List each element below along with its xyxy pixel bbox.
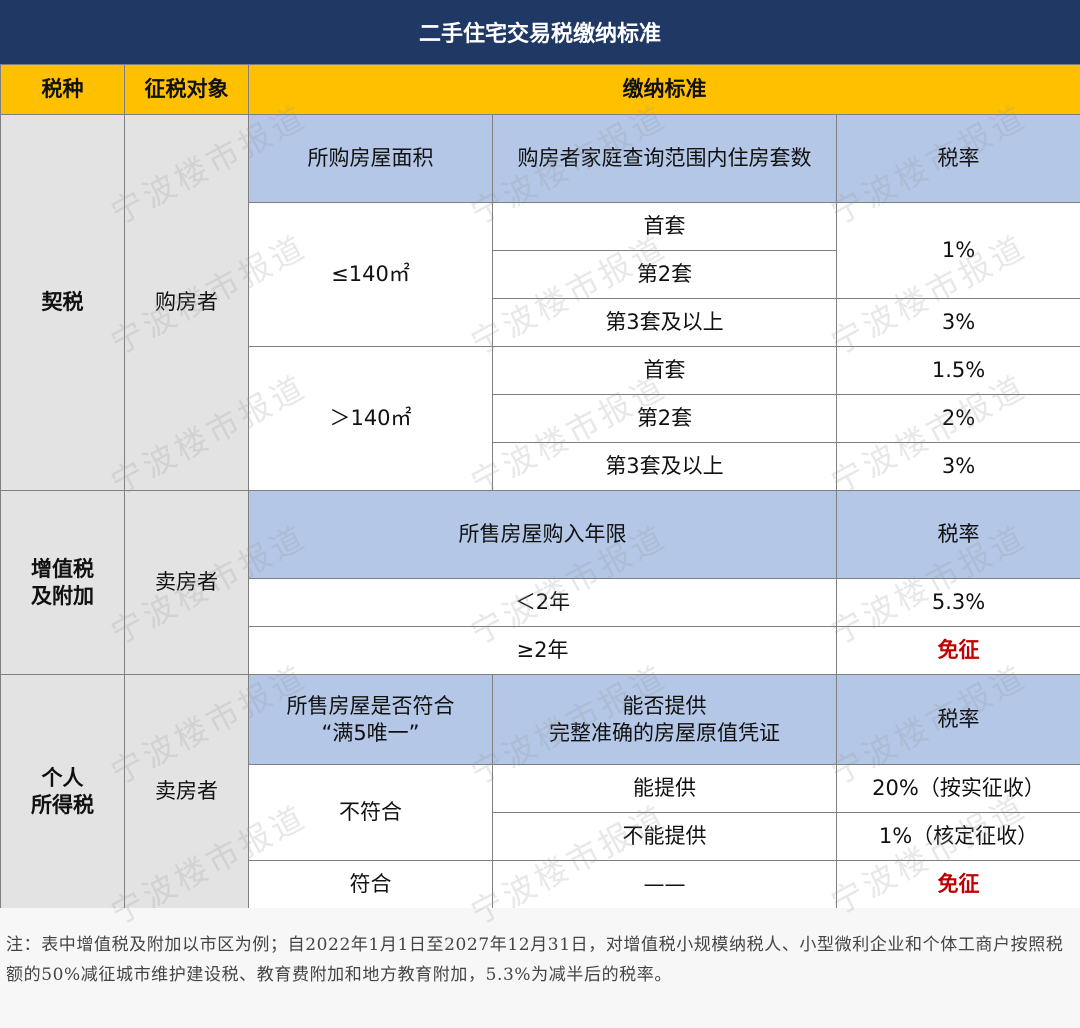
header-target: 征税对象 — [124, 64, 249, 115]
rate-cell: 1% — [835, 202, 1080, 299]
tax-table: 税种 征税对象 缴纳标准 契税 购房者 所购房屋面积 购房者家庭查询范围内住房套… — [0, 64, 1080, 909]
rate-cell: 3% — [835, 298, 1080, 347]
can-provide: 能提供 — [492, 764, 837, 813]
rate-cell: 2% — [835, 394, 1080, 443]
deed-tax-target: 购房者 — [124, 114, 249, 491]
income-tax-name: 个人 所得税 — [0, 674, 125, 909]
income-tax-target: 卖房者 — [124, 674, 249, 909]
table-row: ＞140㎡ 首套 1.5% — [1, 346, 1080, 491]
col-condition-line1: 所售房屋是否符合 — [286, 694, 455, 719]
col-condition-line2: “满5唯一” — [321, 720, 420, 745]
table-row: ≤140㎡ 首套 1% — [1, 202, 1080, 347]
years-under-2: ＜2年 — [248, 578, 837, 627]
col-condition: 所售房屋是否符合 “满5唯一” — [248, 674, 493, 765]
rate-cell: 20%（按实征收） — [835, 764, 1080, 813]
not-qualified: 不符合 — [248, 764, 493, 861]
years-2-plus: ≥2年 — [248, 626, 837, 675]
count-second: 第2套 — [492, 394, 837, 443]
exempt-label: 免征 — [835, 860, 1080, 909]
rate-cell: 3% — [835, 442, 1080, 491]
deed-tax-name: 契税 — [0, 114, 125, 491]
income-tax-line1: 个人 — [41, 766, 84, 791]
income-tax-line2: 所得税 — [31, 792, 94, 817]
col-house-count: 购房者家庭查询范围内住房套数 — [492, 114, 837, 203]
col-area: 所购房屋面积 — [248, 114, 493, 203]
col-rate: 税率 — [835, 490, 1080, 579]
table-row: ≥2年 免征 — [1, 626, 1080, 675]
count-third: 第3套及以上 — [492, 298, 837, 347]
area-small: ≤140㎡ — [248, 202, 493, 347]
col-proof: 能否提供 完整准确的房屋原值凭证 — [492, 674, 837, 765]
col-purchase-years: 所售房屋购入年限 — [248, 490, 837, 579]
col-proof-line2: 完整准确的房屋原值凭证 — [549, 720, 780, 745]
header-tax-type: 税种 — [0, 64, 125, 115]
header-row: 税种 征税对象 缴纳标准 — [0, 64, 1080, 115]
vat-name-line2: 及附加 — [31, 583, 94, 608]
vat-target: 卖房者 — [124, 490, 249, 675]
table-row: ＜2年 5.3% — [1, 578, 1080, 627]
col-rate: 税率 — [835, 674, 1080, 765]
table-row: 第3套及以上 3% — [1, 442, 1080, 491]
count-third: 第3套及以上 — [492, 442, 837, 491]
exempt-label: 免征 — [835, 626, 1080, 675]
vat-name: 增值税 及附加 — [0, 490, 125, 675]
table-title: 二手住宅交易税缴纳标准 — [0, 0, 1080, 64]
table-row: 符合 —— 免征 — [1, 860, 1080, 909]
count-first: 首套 — [492, 346, 837, 395]
table-row: 增值税 及附加 卖房者 所售房屋购入年限 税率 — [0, 490, 1080, 675]
rate-cell: 1%（核定征收） — [835, 812, 1080, 861]
count-second: 第2套 — [492, 250, 837, 299]
vat-name-line1: 增值税 — [31, 557, 94, 582]
table-row: 个人 所得税 卖房者 所售房屋是否符合 “满5唯一” 能否提供 完整准确的房屋原值凭证… — [0, 674, 1080, 909]
area-large: ＞140㎡ — [248, 346, 493, 491]
footnote: 注：表中增值税及附加以市区为例；自2022年1月1日至2027年12月31日，对… — [0, 908, 1080, 1028]
table-row: 契税 购房者 所购房屋面积 购房者家庭查询范围内住房套数 税率 — [0, 114, 1080, 491]
table-row: 不符合 能提供 20%（按实征收） — [1, 764, 1080, 861]
count-first: 首套 — [492, 202, 837, 251]
rate-cell: 5.3% — [835, 578, 1080, 627]
table-row: 第2套 2% — [1, 394, 1080, 443]
qualified: 符合 — [248, 860, 493, 909]
dash-cell: —— — [492, 860, 837, 909]
rate-cell: 1.5% — [835, 346, 1080, 395]
header-standard: 缴纳标准 — [247, 64, 1080, 115]
cannot-provide: 不能提供 — [492, 812, 837, 861]
col-proof-line1: 能否提供 — [622, 694, 707, 719]
col-rate: 税率 — [835, 114, 1080, 203]
table-row: 不能提供 1%（核定征收） — [1, 812, 1080, 861]
